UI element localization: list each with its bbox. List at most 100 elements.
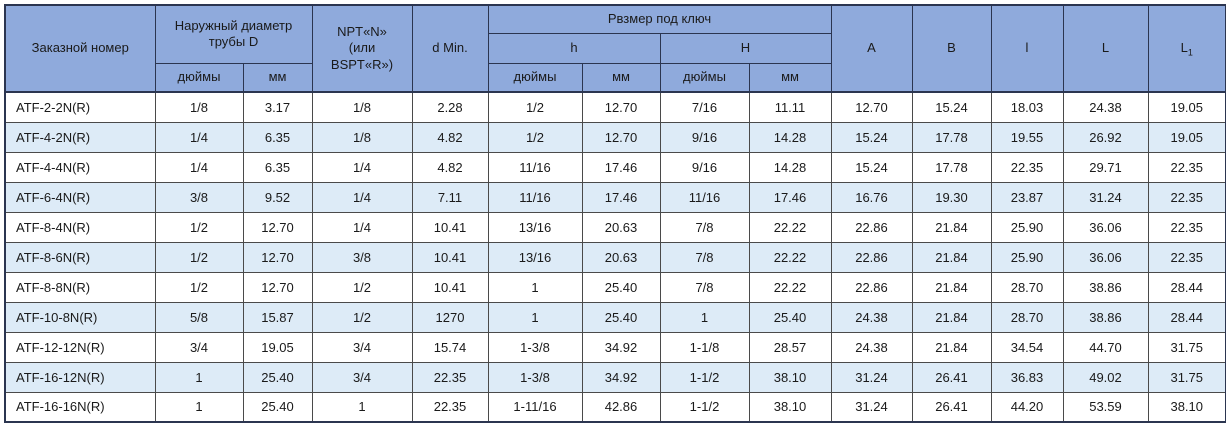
header-row-3: дюймы мм дюймы мм дюймы мм bbox=[5, 62, 1226, 93]
value-cell: 1/2 bbox=[487, 91, 583, 123]
value-cell: 17.46 bbox=[581, 151, 661, 183]
value-cell: 36.06 bbox=[1062, 241, 1149, 273]
order-number-cell: ATF-2-2N(R) bbox=[4, 91, 156, 123]
value-cell: 15.24 bbox=[911, 91, 992, 123]
value-cell: 38.10 bbox=[1147, 391, 1226, 423]
value-cell: 15.24 bbox=[830, 151, 913, 183]
value-cell: 1-1/8 bbox=[659, 331, 750, 363]
value-cell: 17.46 bbox=[581, 181, 661, 213]
header-h-big-mm: мм bbox=[748, 62, 832, 93]
value-cell: 1/8 bbox=[154, 91, 244, 123]
value-cell: 25.90 bbox=[990, 211, 1064, 243]
value-cell: 1-1/2 bbox=[659, 361, 750, 393]
value-cell: 19.05 bbox=[242, 331, 313, 363]
value-cell: 9.52 bbox=[242, 181, 313, 213]
table-row: ATF-8-6N(R) 1/2 12.70 3/8 10.41 13/16 20.63 7/8… bbox=[4, 241, 1226, 273]
header-d-min: d Min. bbox=[411, 4, 489, 93]
order-number-cell: ATF-4-4N(R) bbox=[4, 151, 156, 183]
value-cell: 29.71 bbox=[1062, 151, 1149, 183]
header-h-big-inches: дюймы bbox=[659, 62, 750, 93]
value-cell: 18.03 bbox=[990, 91, 1064, 123]
value-cell: 1270 bbox=[411, 301, 489, 333]
value-cell: 6.35 bbox=[242, 151, 313, 183]
value-cell: 22.22 bbox=[748, 211, 832, 243]
header-l1: L1 bbox=[1147, 4, 1226, 93]
value-cell: 21.84 bbox=[911, 241, 992, 273]
header-h-small-inches: дюймы bbox=[487, 62, 583, 93]
header-l-small: l bbox=[990, 4, 1064, 93]
table-row: ATF-12-12N(R) 3/4 19.05 3/4 15.74 1-3/8 34.92 1… bbox=[4, 331, 1226, 363]
value-cell: 28.70 bbox=[990, 271, 1064, 303]
value-cell: 22.35 bbox=[1147, 241, 1226, 273]
table-row: ATF-2-2N(R) 1/8 3.17 1/8 2.28 1/2 12.70 7/16 11.… bbox=[4, 91, 1226, 123]
header-l1-subscript: 1 bbox=[1187, 47, 1193, 58]
table-row: ATF-10-8N(R) 5/8 15.87 1/2 1270 1 25.40 1 25.40 2… bbox=[4, 301, 1226, 333]
value-cell: 25.90 bbox=[990, 241, 1064, 273]
value-cell: 44.70 bbox=[1062, 331, 1149, 363]
value-cell: 1/2 bbox=[154, 271, 244, 303]
value-cell: 24.38 bbox=[830, 331, 913, 363]
value-cell: 7/8 bbox=[659, 271, 750, 303]
value-cell: 15.74 bbox=[411, 331, 489, 363]
value-cell: 13/16 bbox=[487, 211, 583, 243]
value-cell: 7/16 bbox=[659, 91, 750, 123]
value-cell: 15.24 bbox=[830, 121, 913, 153]
value-cell: 1/4 bbox=[154, 121, 244, 153]
value-cell: 36.83 bbox=[990, 361, 1064, 393]
value-cell: 1-3/8 bbox=[487, 361, 583, 393]
value-cell: 28.70 bbox=[990, 301, 1064, 333]
value-cell: 7/8 bbox=[659, 211, 750, 243]
order-number-cell: ATF-12-12N(R) bbox=[4, 331, 156, 363]
value-cell: 9/16 bbox=[659, 121, 750, 153]
value-cell: 12.70 bbox=[581, 91, 661, 123]
table-body: ATF-2-2N(R) 1/8 3.17 1/8 2.28 1/2 12.70 7/16 11.… bbox=[4, 91, 1226, 423]
order-number-cell: ATF-10-8N(R) bbox=[4, 301, 156, 333]
value-cell: 14.28 bbox=[748, 121, 832, 153]
value-cell: 3/8 bbox=[311, 241, 413, 273]
value-cell: 12.70 bbox=[830, 91, 913, 123]
value-cell: 26.41 bbox=[911, 391, 992, 423]
value-cell: 36.06 bbox=[1062, 211, 1149, 243]
value-cell: 22.86 bbox=[830, 211, 913, 243]
value-cell: 3.17 bbox=[242, 91, 313, 123]
value-cell: 22.86 bbox=[830, 271, 913, 303]
value-cell: 22.35 bbox=[411, 361, 489, 393]
value-cell: 15.87 bbox=[242, 301, 313, 333]
value-cell: 26.92 bbox=[1062, 121, 1149, 153]
value-cell: 6.35 bbox=[242, 121, 313, 153]
value-cell: 1-1/2 bbox=[659, 391, 750, 423]
value-cell: 1 bbox=[487, 271, 583, 303]
header-b: B bbox=[911, 4, 992, 93]
value-cell: 21.84 bbox=[911, 211, 992, 243]
value-cell: 28.57 bbox=[748, 331, 832, 363]
value-cell: 28.44 bbox=[1147, 301, 1226, 333]
value-cell: 22.86 bbox=[830, 241, 913, 273]
value-cell: 34.54 bbox=[990, 331, 1064, 363]
table-row: ATF-8-4N(R) 1/2 12.70 1/4 10.41 13/16 20.63 7/8… bbox=[4, 211, 1226, 243]
value-cell: 21.84 bbox=[911, 301, 992, 333]
value-cell: 31.24 bbox=[830, 361, 913, 393]
value-cell: 7/8 bbox=[659, 241, 750, 273]
value-cell: 20.63 bbox=[581, 211, 661, 243]
value-cell: 19.55 bbox=[990, 121, 1064, 153]
value-cell: 1/2 bbox=[311, 271, 413, 303]
value-cell: 11/16 bbox=[487, 181, 583, 213]
value-cell: 1/4 bbox=[311, 211, 413, 243]
order-number-cell: ATF-8-6N(R) bbox=[4, 241, 156, 273]
table-row: ATF-4-4N(R) 1/4 6.35 1/4 4.82 11/16 17.46 9/16 1… bbox=[4, 151, 1226, 183]
value-cell: 3/4 bbox=[154, 331, 244, 363]
value-cell: 11.11 bbox=[748, 91, 832, 123]
value-cell: 11/16 bbox=[487, 151, 583, 183]
value-cell: 1 bbox=[311, 391, 413, 423]
value-cell: 22.35 bbox=[990, 151, 1064, 183]
value-cell: 19.05 bbox=[1147, 91, 1226, 123]
order-number-cell: ATF-4-2N(R) bbox=[4, 121, 156, 153]
header-h-big: H bbox=[659, 32, 832, 64]
value-cell: 19.30 bbox=[911, 181, 992, 213]
value-cell: 1/4 bbox=[311, 181, 413, 213]
value-cell: 1/2 bbox=[311, 301, 413, 333]
value-cell: 1/4 bbox=[311, 151, 413, 183]
header-l-big: L bbox=[1062, 4, 1149, 93]
header-diameter-inches: дюймы bbox=[154, 62, 244, 93]
value-cell: 10.41 bbox=[411, 271, 489, 303]
